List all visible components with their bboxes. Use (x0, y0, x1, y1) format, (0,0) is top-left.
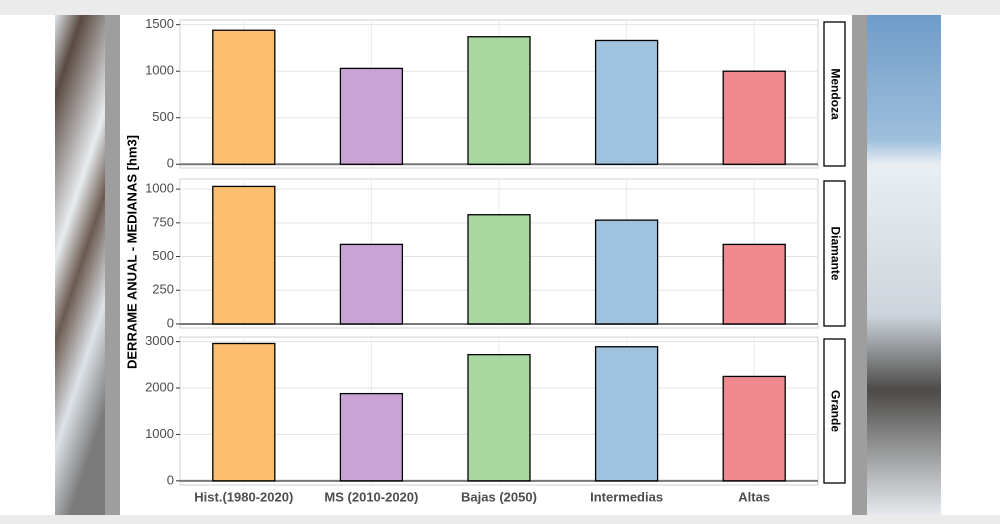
y-tick-label: 0 (167, 472, 174, 487)
y-tick-label: 500 (152, 248, 174, 263)
frame-left (105, 15, 120, 515)
strip-label: Diamante (828, 226, 842, 280)
y-tick-label: 3000 (145, 333, 174, 348)
y-tick-label: 250 (152, 282, 174, 297)
bar (722, 375, 786, 482)
y-axis-label: DERRAME ANUAL - MEDIANAS [hm3] (124, 135, 139, 369)
strip-label: Grande (828, 390, 842, 432)
bar (467, 353, 531, 482)
strip (823, 180, 846, 327)
y-tick-label: 2000 (145, 379, 174, 394)
y-tick-label: 1000 (145, 181, 174, 196)
y-tick-label: 1500 (145, 16, 174, 31)
bar (594, 39, 659, 165)
bar (339, 243, 404, 325)
bar (722, 243, 786, 325)
y-tick-label: 1000 (145, 63, 174, 78)
y-tick-label: 750 (152, 214, 174, 229)
bar (339, 392, 404, 482)
photo-right (867, 15, 941, 515)
x-tick-label: Bajas (2050) (461, 489, 537, 504)
bar (339, 67, 404, 165)
y-tick-label: 0 (167, 315, 174, 330)
frame-right (852, 15, 867, 515)
bar (594, 219, 659, 325)
bar (212, 342, 276, 482)
y-tick-label: 1000 (145, 426, 174, 441)
x-tick-label: MS (2010-2020) (324, 489, 418, 504)
bar (722, 70, 786, 165)
x-tick-label: Intermedias (590, 489, 663, 504)
bar (212, 185, 276, 325)
strip (823, 338, 846, 484)
strip-label: Mendoza (828, 68, 842, 120)
bar (594, 346, 659, 482)
bar (467, 36, 531, 165)
y-tick-label: 0 (167, 156, 174, 171)
bar (467, 214, 531, 325)
y-tick-label: 500 (152, 109, 174, 124)
x-tick-label: Hist.(1980-2020) (194, 489, 293, 504)
x-tick-label: Altas (738, 489, 770, 504)
strip (823, 21, 846, 167)
bar (212, 29, 276, 165)
photo-left (55, 15, 105, 515)
